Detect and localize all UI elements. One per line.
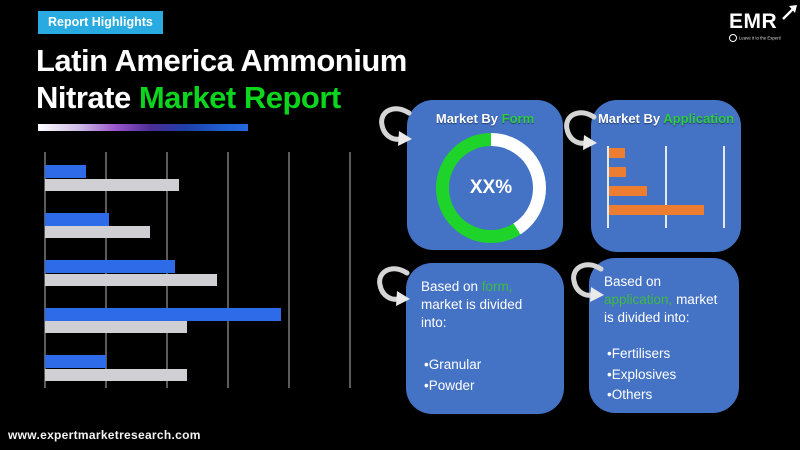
panel-application-title-green: Application <box>663 111 735 126</box>
list-item: •Explosives <box>607 366 677 382</box>
form-breakdown-text: Based on form, market is divided into: <box>406 263 564 331</box>
application-breakdown-text: Based on application, market is divided … <box>589 258 739 326</box>
application-bar-3 <box>608 205 705 215</box>
panel-form-title-green: Form <box>501 111 535 126</box>
application-text-highlight: application, <box>604 291 673 307</box>
website-url-link[interactable]: www.expertmarketresearch.com <box>8 428 201 442</box>
bar-blue-1 <box>45 212 110 226</box>
regional-bar-chart <box>44 152 351 388</box>
bar-blue-0 <box>45 165 86 178</box>
emr-tagline: Leave it to the Expert! <box>729 33 793 43</box>
panel-application-title-white: Market By <box>597 111 664 126</box>
title-line2-green: Market Report <box>138 80 341 115</box>
mini-gridline <box>607 146 609 228</box>
application-bar-chart <box>607 146 725 228</box>
panel-form-title-white: Market By <box>435 111 502 126</box>
curved-arrow-icon <box>571 262 604 302</box>
bar-gray-2 <box>45 273 218 286</box>
chart-gridline <box>349 152 351 388</box>
donut-center-label: XX% <box>469 177 513 198</box>
title-line1: Latin America Ammonium <box>36 43 407 78</box>
curved-arrow-icon <box>377 266 410 306</box>
growth-arrow-icon <box>782 5 797 20</box>
panel-form-breakdown: Based on form, market is divided into: •… <box>406 263 564 414</box>
emr-logo: EMR Leave it to the Expert! <box>729 5 797 43</box>
application-items-list: •Fertilisers •Explosives •Others <box>589 344 739 405</box>
mini-gridline <box>665 146 667 228</box>
page-title: Latin America Ammonium Nitrate Market Re… <box>36 42 407 116</box>
list-item: •Others <box>607 386 653 402</box>
emr-logo-text: EMR <box>729 10 778 33</box>
title-line2-white: Nitrate <box>36 80 139 115</box>
list-item: •Fertilisers <box>607 346 671 362</box>
form-share-donut-chart: XX% <box>436 133 546 243</box>
chart-gridline <box>227 152 229 388</box>
panel-application-breakdown: Based on application, market is divided … <box>589 258 739 413</box>
bar-gray-0 <box>45 178 180 191</box>
panel-market-by-form: Market By Form XX% <box>407 100 563 250</box>
bar-blue-4 <box>45 355 106 368</box>
magnifier-icon <box>729 34 737 42</box>
application-bar-2 <box>608 186 647 196</box>
bar-blue-3 <box>45 307 282 321</box>
list-item: •Granular <box>424 357 482 373</box>
panel-application-title: Market By Application <box>591 111 741 126</box>
application-text-prefix: Based on <box>604 274 662 289</box>
title-underline-gradient <box>38 124 248 131</box>
form-text-prefix: Based on <box>421 279 482 294</box>
panel-form-title: Market By Form <box>407 111 563 126</box>
application-bar-0 <box>608 148 625 158</box>
bar-blue-2 <box>45 260 175 273</box>
application-text-suffix: market is divided into: <box>604 291 718 325</box>
panel-market-by-application: Market By Application <box>591 100 741 252</box>
form-text-highlight: form, <box>481 279 513 294</box>
list-item: •Powder <box>424 377 475 393</box>
chart-gridline <box>288 152 290 388</box>
curved-arrow-icon <box>379 106 412 146</box>
form-text-suffix: market is divided into: <box>421 296 523 330</box>
form-items-list: •Granular •Powder <box>406 355 564 396</box>
report-highlights-badge: Report Highlights <box>38 11 163 34</box>
donut-hole: XX% <box>449 146 533 230</box>
bar-gray-3 <box>45 321 188 333</box>
application-bar-1 <box>608 167 627 177</box>
curved-arrow-icon <box>564 110 597 150</box>
bar-gray-4 <box>45 368 188 381</box>
bar-gray-1 <box>45 226 150 238</box>
emr-tagline-text: Leave it to the Expert! <box>739 35 782 41</box>
mini-gridline <box>723 146 725 228</box>
